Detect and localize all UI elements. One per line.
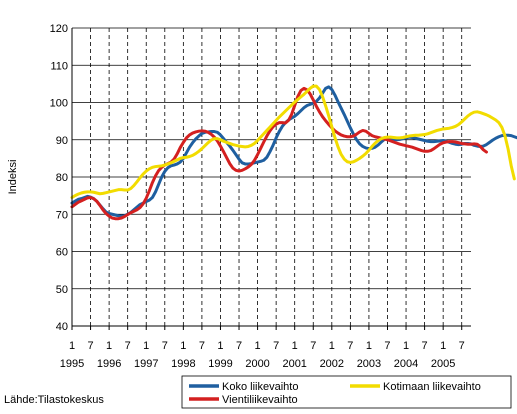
year-labels: 1995 1996 1997 1998 1999 2000 2001 2002 2003 2004… bbox=[60, 358, 456, 370]
y-axis-title: Indeksi bbox=[7, 160, 19, 195]
year-label: 1996 bbox=[97, 358, 121, 370]
x-tick-label: 7 bbox=[310, 340, 316, 352]
year-label: 2005 bbox=[431, 358, 455, 370]
series-line-kotimaan bbox=[70, 84, 516, 199]
series-line-vienti bbox=[70, 86, 488, 221]
legend: Koko liikevaihto Vientiliikevaihto Kotim… bbox=[181, 375, 512, 409]
x-tick-label: 7 bbox=[162, 340, 168, 352]
legend-label-kotimaan: Kotimaan liikevaihto bbox=[383, 381, 481, 393]
year-label: 1999 bbox=[208, 358, 232, 370]
y-gridlines bbox=[72, 27, 471, 290]
y-tick-label: 80 bbox=[56, 172, 68, 184]
y-tick-label: 120 bbox=[50, 23, 68, 35]
x-tick-label: 1 bbox=[329, 340, 335, 352]
year-label: 2000 bbox=[245, 358, 269, 370]
x-tick-label: 1 bbox=[292, 340, 298, 352]
x-tick-label: 7 bbox=[384, 340, 390, 352]
year-label: 1998 bbox=[171, 358, 195, 370]
year-label: 1995 bbox=[60, 358, 84, 370]
x-ticks bbox=[71, 326, 463, 330]
x-tick-label: 7 bbox=[87, 340, 93, 352]
x-tick-label: 1 bbox=[255, 340, 261, 352]
y-tick-label: 40 bbox=[56, 321, 68, 333]
x-tick-label: 7 bbox=[199, 340, 205, 352]
year-label: 2002 bbox=[320, 358, 344, 370]
y-tick-labels: 40 50 60 70 80 90 100 110 120 bbox=[50, 23, 68, 333]
x-gridlines bbox=[90, 28, 463, 326]
series-lines bbox=[70, 84, 517, 221]
y-tick-label: 110 bbox=[50, 60, 68, 72]
x-tick-label: 1 bbox=[106, 340, 112, 352]
legend-box bbox=[181, 375, 512, 409]
year-label: 2001 bbox=[282, 358, 306, 370]
x-tick-label: 7 bbox=[459, 340, 465, 352]
x-tick-label: 7 bbox=[347, 340, 353, 352]
x-tick-label: 7 bbox=[236, 340, 242, 352]
y-tick-label: 70 bbox=[56, 209, 68, 221]
x-tick-label: 1 bbox=[143, 340, 149, 352]
x-tick-label: 1 bbox=[69, 340, 75, 352]
x-tick-label: 1 bbox=[217, 340, 223, 352]
year-label: 2003 bbox=[357, 358, 381, 370]
y-tick-label: 50 bbox=[56, 284, 68, 296]
y-tick-label: 100 bbox=[50, 98, 68, 110]
x-tick-label: 1 bbox=[403, 340, 409, 352]
y-tick-label: 90 bbox=[56, 135, 68, 147]
year-label: 2004 bbox=[394, 358, 418, 370]
x-tick-label: 7 bbox=[273, 340, 279, 352]
x-tick-label: 7 bbox=[125, 340, 131, 352]
x-tick-label: 1 bbox=[366, 340, 372, 352]
legend-label-vienti: Vientiliikevaihto bbox=[222, 394, 298, 406]
x-tick-label: 1 bbox=[180, 340, 186, 352]
y-tick-label: 60 bbox=[56, 247, 68, 259]
x-tick-label: 7 bbox=[422, 340, 428, 352]
x-tick-label: 1 bbox=[440, 340, 446, 352]
legend-label-koko: Koko liikevaihto bbox=[222, 381, 298, 393]
source-note: Lähde:Tilastokeskus bbox=[4, 394, 104, 406]
year-label: 1997 bbox=[134, 358, 158, 370]
